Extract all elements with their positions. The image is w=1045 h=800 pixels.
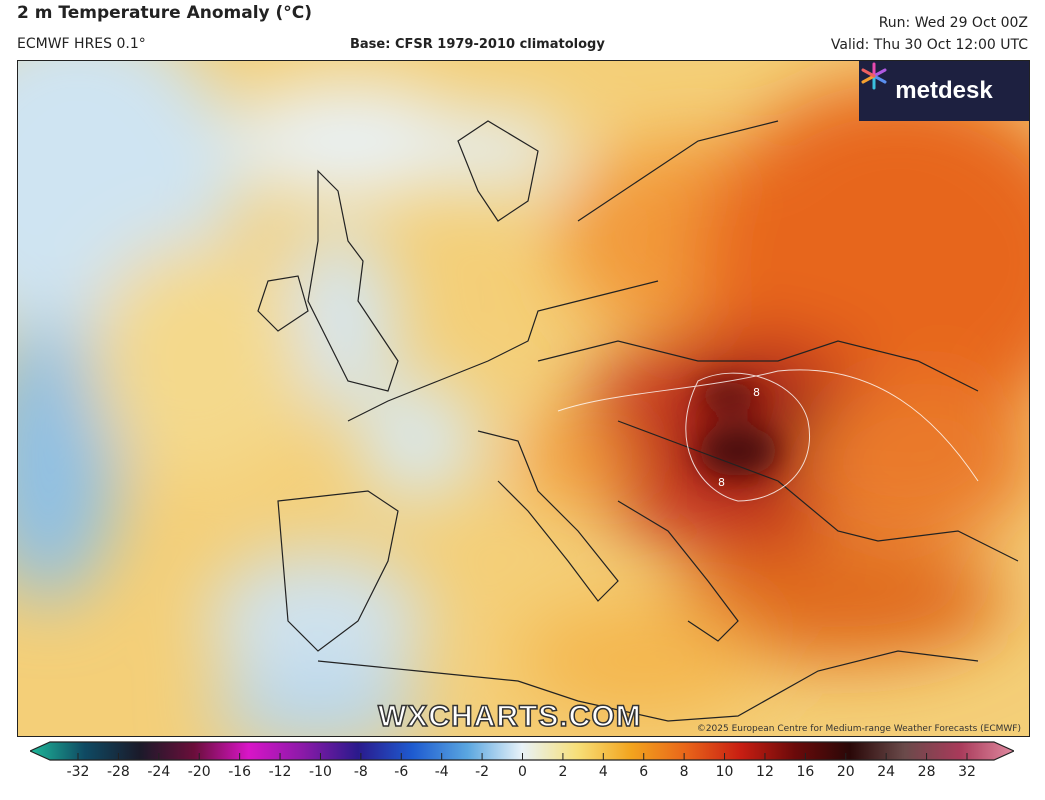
watermark: WXCHARTS.COM [377, 699, 642, 734]
colorbar-tick-label: -2 [475, 764, 490, 780]
anomaly-contours [557, 369, 979, 502]
logo-text: metdesk [895, 77, 993, 104]
colorbar-tick-label: 24 [877, 764, 896, 780]
temperature-anomaly-map[interactable]: 8 8 metdesk WXCHARTS.COM ©2025 European … [17, 60, 1030, 737]
colorbar-tick-label: -6 [394, 764, 409, 780]
colorbar-tick-label: 10 [715, 764, 734, 780]
colorbar-tick-label: 6 [639, 764, 649, 780]
colorbar-tick-label: -32 [66, 764, 90, 780]
colorbar-tick-label: -4 [434, 764, 449, 780]
colorbar-tick-label: 4 [598, 764, 608, 780]
metdesk-burst-icon [861, 62, 887, 90]
metdesk-logo: metdesk [859, 61, 1029, 121]
colorbar-tick-label: 32 [958, 764, 976, 780]
contour-label: 8 [718, 476, 725, 489]
colorbar-tick-label: -8 [353, 764, 368, 780]
map-title: 2 m Temperature Anomaly (°C) [17, 3, 313, 23]
colorbar-tick-label: 0 [518, 764, 527, 780]
colorbar [30, 741, 1014, 761]
base-climatology-label: Base: CFSR 1979-2010 climatology [350, 37, 605, 52]
coastlines [257, 120, 1019, 722]
colorbar-tick-label: 16 [796, 764, 815, 780]
model-label: ECMWF HRES 0.1° [17, 36, 146, 52]
colorbar-tick-label: -20 [187, 764, 211, 780]
valid-time-label: Valid: Thu 30 Oct 12:00 UTC [830, 37, 1028, 53]
contour-label: 8 [753, 386, 760, 399]
copyright: ©2025 European Centre for Medium-range W… [696, 724, 1021, 734]
colorbar-tick-label: 28 [917, 764, 936, 780]
colorbar-tick-label: 20 [836, 764, 855, 780]
colorbar-tick-label: -10 [309, 764, 332, 780]
run-time-label: Run: Wed 29 Oct 00Z [878, 15, 1028, 31]
anomaly-field: 8 8 [18, 61, 1029, 736]
colorbar-tick-label: -24 [147, 764, 171, 780]
colorbar-tick-label: 8 [679, 764, 689, 780]
colorbar-tick-label: 12 [756, 764, 774, 780]
colorbar-tick-label: -12 [268, 764, 292, 780]
colorbar-tick-label: -16 [228, 764, 252, 780]
colorbar-tick-label: 2 [558, 764, 568, 780]
colorbar-tick-label: -28 [106, 764, 130, 780]
